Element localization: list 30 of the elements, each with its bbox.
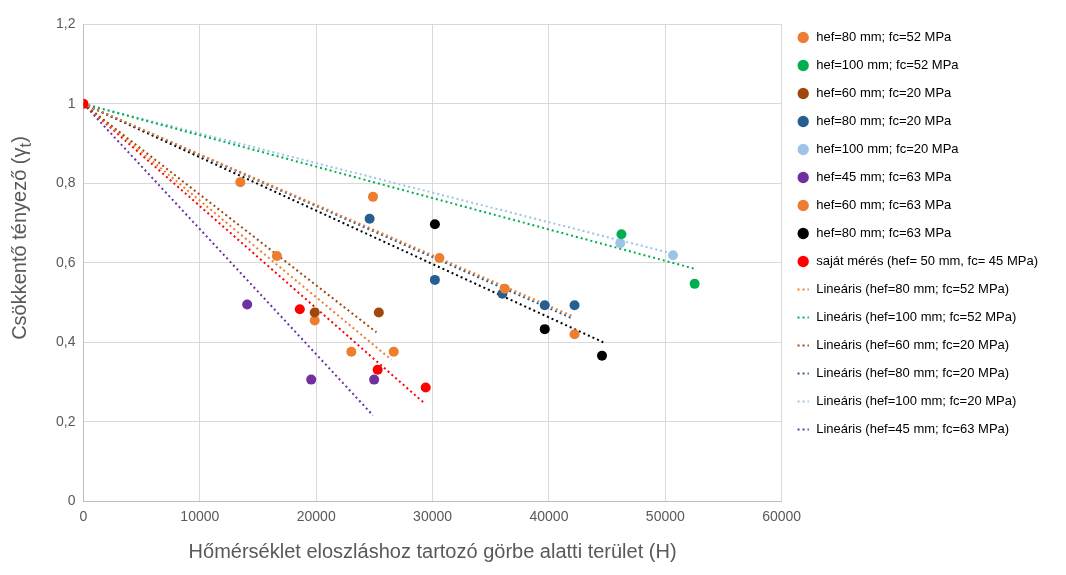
legend-label: hef=100 mm; fc=20 MPa xyxy=(816,141,960,157)
y-tick-label: 0,4 xyxy=(55,333,76,350)
y-tick-label: 0,6 xyxy=(55,253,76,270)
y-tick-label: 0,8 xyxy=(55,174,76,191)
legend-label: hef=100 mm; fc=52 MPa xyxy=(816,57,960,73)
x-tick-label: 60000 xyxy=(762,508,802,525)
legend-label: hef=80 mm; fc=20 MPa xyxy=(816,113,953,129)
legend-label: Lineáris (hef=45 mm; fc=63 MPa) xyxy=(816,421,1010,437)
y-tick-label: 0 xyxy=(67,492,76,509)
legend-label: Lineáris (hef=100 mm; fc=20 MPa) xyxy=(816,393,1017,409)
x-axis-title: Hőmérséklet eloszláshoz tartozó görbe alatti terület (H) xyxy=(188,539,677,562)
x-tick-label: 40000 xyxy=(529,508,569,525)
x-tick-label: 30000 xyxy=(413,508,453,525)
legend-label: Lineáris (hef=60 mm; fc=20 MPa) xyxy=(816,337,1010,353)
x-tick-label: 20000 xyxy=(296,508,336,525)
y-tick-label: 1,2 xyxy=(55,15,76,32)
x-tick-label: 50000 xyxy=(645,508,685,525)
y-tick-label: 1 xyxy=(67,94,76,111)
x-tick-label: 0 xyxy=(79,508,88,525)
legend-label: hef=60 mm; fc=63 MPa xyxy=(816,197,953,213)
x-tick-label: 10000 xyxy=(180,508,220,525)
legend-label: hef=60 mm; fc=20 MPa xyxy=(816,85,953,101)
legend-label: Lineáris (hef=80 mm; fc=52 MPa) xyxy=(816,281,1010,297)
legend-label: hef=80 mm; fc=52 MPa xyxy=(816,29,953,45)
legend-label: hef=45 mm; fc=63 MPa xyxy=(816,169,953,185)
legend-label: Lineáris (hef=100 mm; fc=52 MPa) xyxy=(816,309,1017,325)
legend-label: Lineáris (hef=80 mm; fc=20 MPa) xyxy=(816,365,1010,381)
y-tick-label: 0,2 xyxy=(55,412,76,429)
legend-label: saját mérés (hef= 50 mm, fc= 45 MPa) xyxy=(816,253,1039,269)
legend-label: hef=80 mm; fc=63 MPa xyxy=(816,225,953,241)
